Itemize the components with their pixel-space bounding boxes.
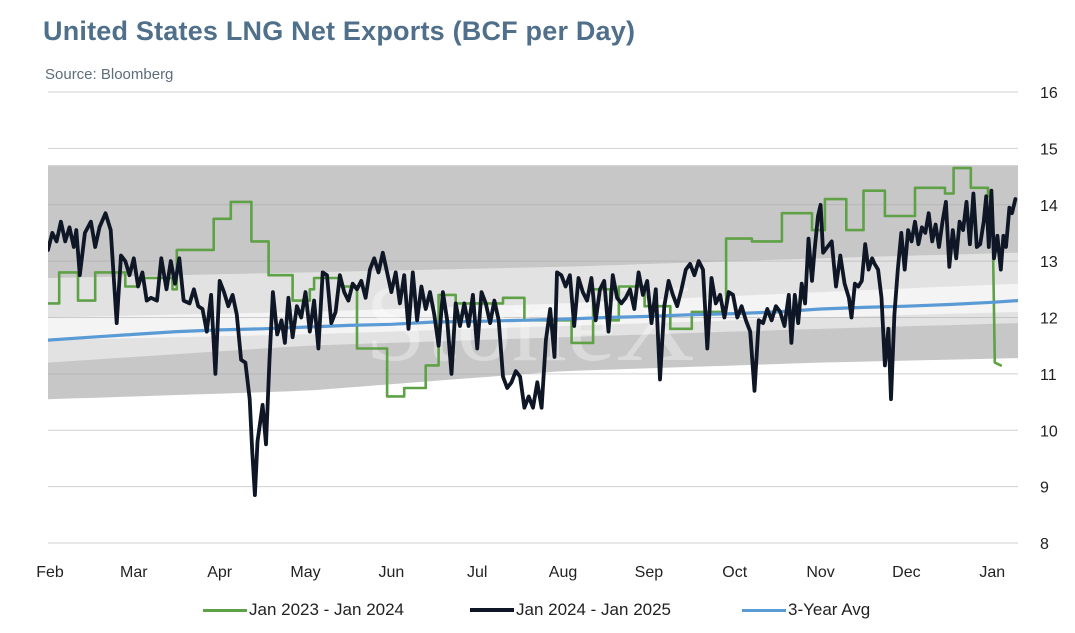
x-tick-label: Jul [467, 564, 487, 581]
y-tick-label: 10 [1040, 423, 1058, 440]
legend-swatch-2023 [203, 608, 247, 612]
chart-title: United States LNG Net Exports (BCF per D… [43, 16, 636, 46]
gridlines [48, 91, 1018, 544]
x-tick-label: Feb [36, 564, 64, 581]
y-tick-label: 11 [1040, 367, 1057, 384]
y-tick-label: 9 [1040, 480, 1049, 497]
x-tick-label: Apr [207, 564, 233, 581]
y-tick-label: 12 [1040, 311, 1058, 328]
x-tick-label: Nov [806, 564, 834, 581]
x-tick-label: Oct [722, 564, 747, 581]
legend-label-2024: Jan 2024 - Jan 2025 [516, 600, 672, 619]
y-tick-label: 14 [1040, 198, 1058, 215]
x-tick-label: Mar [120, 564, 148, 581]
x-tick-label: Aug [549, 564, 577, 581]
series-layer [48, 166, 1018, 497]
x-tick-label: Dec [892, 564, 920, 581]
y-axis: 8 9 10 11 12 13 14 15 16 [1040, 85, 1058, 553]
series-line-0 [48, 166, 1003, 398]
y-tick-label: 13 [1040, 254, 1058, 271]
legend-item-2024: Jan 2024 - Jan 2025 [470, 600, 671, 620]
y-tick-label: 15 [1040, 141, 1058, 158]
legend-label-avg: 3-Year Avg [788, 600, 871, 619]
x-tick-label: Jun [378, 564, 404, 581]
y-tick-label: 16 [1040, 85, 1058, 102]
x-tick-label: Jan [979, 564, 1005, 581]
legend-label-2023: Jan 2023 - Jan 2024 [249, 600, 405, 619]
legend-item-2023: Jan 2023 - Jan 2024 [203, 600, 404, 620]
legend-swatch-2024 [470, 608, 514, 612]
legend: Jan 2023 - Jan 2024 Jan 2024 - Jan 2025 … [0, 600, 1075, 626]
chart-subtitle: Source: Bloomberg [45, 66, 174, 83]
y-tick-label: 8 [1040, 536, 1049, 553]
x-axis: Feb Mar Apr May Jun Jul Aug Sep Oct Nov Dec Jan [36, 564, 1005, 581]
x-tick-label: Sep [635, 564, 664, 581]
legend-item-avg: 3-Year Avg [742, 600, 870, 620]
x-tick-label: May [290, 564, 320, 581]
series-line-1 [48, 188, 1018, 497]
legend-swatch-avg [742, 608, 786, 612]
